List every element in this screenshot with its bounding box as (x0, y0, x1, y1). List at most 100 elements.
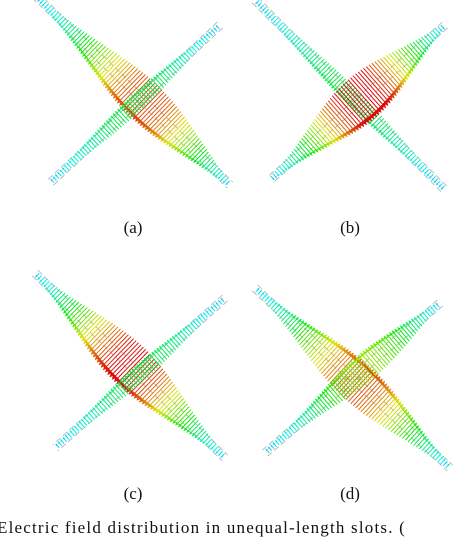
arrow-head (358, 354, 363, 360)
arrow-head (298, 318, 302, 323)
arrow-head (350, 361, 355, 366)
field-arrow (108, 66, 136, 94)
arrow-head (303, 54, 307, 57)
field-arrow (383, 56, 407, 83)
arrow-head (120, 379, 124, 384)
field-arrow (106, 64, 133, 92)
field-arrow (112, 70, 141, 99)
arrow-head (324, 389, 328, 393)
arrow-head (295, 317, 299, 321)
field-arrow (374, 61, 401, 91)
field-arrow (365, 388, 392, 416)
arrow-head (277, 25, 281, 28)
field-arrow (92, 328, 121, 358)
field-arrow (370, 344, 389, 366)
field-arrow (133, 368, 164, 399)
arrow-head (158, 72, 162, 76)
arrow-head (174, 334, 178, 338)
field-arrow (317, 113, 342, 141)
arrow-head (305, 56, 309, 60)
field-arrow (342, 83, 375, 120)
arrow-head (431, 38, 435, 42)
arrow-head (411, 420, 415, 424)
field-arrow (86, 322, 113, 350)
arrow-head (308, 405, 312, 410)
field-arrow (147, 381, 174, 409)
arrow-head (270, 444, 273, 448)
arrow-head (304, 410, 308, 414)
arrow-head (207, 168, 211, 172)
field-arrow (357, 380, 386, 411)
arrow-head (328, 384, 332, 389)
arrow-head (134, 366, 138, 370)
arrow-head (279, 171, 282, 175)
field-arrow (303, 330, 322, 351)
field-arrow (385, 406, 406, 429)
arrow-head (41, 282, 45, 285)
field-arrow (378, 339, 395, 359)
arrow-head (201, 164, 205, 168)
arrow-head (173, 60, 177, 64)
field-arrow (116, 351, 149, 385)
arrow-head (262, 8, 265, 12)
field-arrow (312, 339, 336, 364)
arrow-head (385, 136, 389, 140)
arrow-head (407, 156, 411, 159)
arrow-head (47, 289, 51, 293)
arrow-head (341, 370, 346, 375)
arrow-head (322, 75, 326, 79)
arrow-head (255, 1, 258, 5)
field-arrow (89, 47, 109, 68)
arrow-head (154, 350, 158, 354)
field-arrow (388, 53, 410, 78)
field-arrow (83, 319, 108, 344)
arrow-head (421, 169, 425, 172)
arrow-head (413, 422, 417, 427)
field-arrow (397, 49, 416, 69)
arrow-head (390, 140, 394, 144)
field-arrow (321, 108, 348, 138)
arrow-head (440, 187, 444, 190)
arrow-head (264, 11, 267, 14)
arrow-head (65, 30, 68, 34)
arrow-head (50, 178, 53, 182)
arrow-head (279, 27, 283, 31)
arrow-head (117, 108, 121, 113)
arrow-head (352, 105, 356, 109)
arrow-head (284, 309, 288, 313)
field-arrow (173, 129, 195, 151)
arrow-head (110, 388, 114, 393)
arrow-head (282, 169, 285, 173)
arrow-head (308, 326, 313, 330)
arrow-head (409, 158, 413, 161)
arrow-head (398, 404, 404, 409)
arrow-head (295, 420, 299, 423)
arrow-head (149, 354, 153, 358)
field-arrow (320, 346, 346, 374)
arrow-head (39, 279, 43, 283)
field-arrow (325, 386, 341, 404)
arrow-head (179, 149, 184, 154)
arrow-head (334, 377, 339, 382)
arrow-head (158, 410, 164, 415)
arrow-head (308, 151, 313, 156)
arrow-head (425, 438, 429, 442)
arrow-head (169, 338, 173, 342)
arrow-head (48, 10, 51, 14)
arrow-head (438, 185, 441, 188)
arrow-head (316, 68, 320, 72)
arrow-head (223, 180, 226, 183)
arrow-head (161, 70, 165, 74)
arrow-head (389, 332, 393, 337)
field-arrow (372, 342, 391, 364)
arrow-head (289, 426, 292, 430)
arrow-head (75, 153, 78, 157)
arrow-head (68, 160, 72, 164)
field-arrow (360, 69, 391, 104)
arrow-head (440, 456, 444, 459)
field-arrow (172, 406, 190, 424)
arrow-head (131, 95, 135, 99)
field-arrow (111, 346, 144, 380)
field-arrow (340, 85, 373, 122)
arrow-head (328, 140, 333, 145)
